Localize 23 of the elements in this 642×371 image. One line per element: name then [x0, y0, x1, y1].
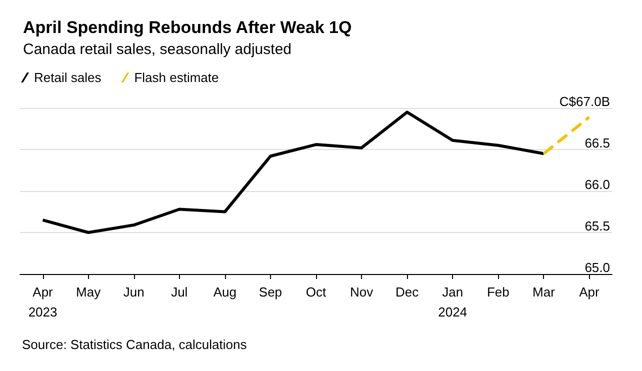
y-tick-label: 66.0 — [584, 177, 610, 192]
x-tick-label: Jun — [123, 284, 144, 300]
x-tick-label: Feb — [486, 284, 510, 300]
chart-title: April Spending Rebounds After Weak 1Q — [23, 18, 352, 37]
x-tick-label: Nov — [350, 284, 374, 300]
x-tick-label: Aug — [213, 284, 236, 300]
legend-label: Retail sales — [34, 70, 102, 85]
x-tick-label: Dec — [396, 284, 420, 300]
chart-subtitle: Canada retail sales, seasonally adjusted — [23, 41, 292, 58]
y-tick-label: 65.5 — [584, 218, 610, 234]
y-tick-label: 66.5 — [584, 136, 610, 150]
x-tick-label: Sep — [258, 284, 282, 300]
x-tick-label: Apr — [579, 284, 600, 300]
y-tick-label: C$67.0B — [559, 94, 610, 109]
x-tick-label: Jul — [171, 284, 188, 300]
y-tick-label: 65.0 — [584, 260, 610, 275]
x-tick-label: Mar — [532, 284, 556, 300]
x-tick-label: May — [76, 284, 102, 300]
x-tick-label: Apr 2023 — [28, 284, 58, 320]
x-tick-label: Oct — [306, 284, 326, 300]
source-note: Source: Statistics Canada, calculations — [22, 337, 248, 352]
legend-label: Flash estimate — [134, 70, 219, 85]
x-tick-label: Jan 2024 — [438, 284, 468, 320]
